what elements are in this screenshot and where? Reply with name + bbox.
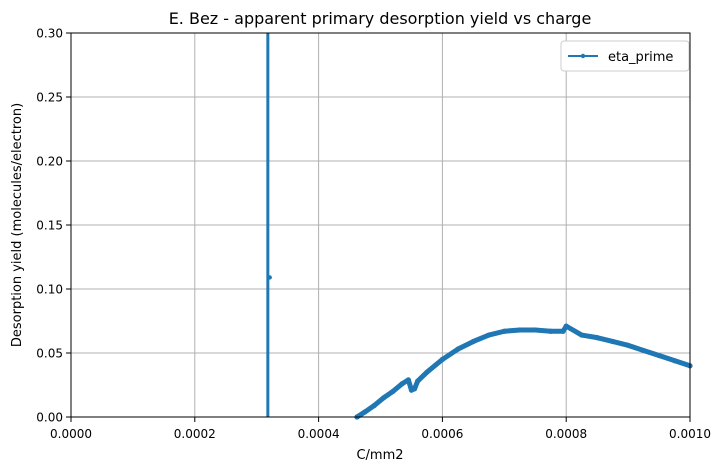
series-point xyxy=(390,388,396,394)
y-tick-label: 0.20 xyxy=(36,155,63,169)
x-tick-label: 0.0008 xyxy=(545,427,587,441)
tick-layer: 0.0000 0.0002 0.0004 0.0006 0.0008 0.0010 0.00… xyxy=(36,27,711,442)
legend-marker-swatch xyxy=(580,53,586,59)
x-axis-label: C/mm2 xyxy=(356,448,403,463)
series-outlier-point xyxy=(267,275,272,280)
x-tick-label: 0.0006 xyxy=(421,427,463,441)
series-point xyxy=(380,395,387,401)
series-point xyxy=(640,347,647,354)
chart-title: E. Bez - apparent primary desorption yie… xyxy=(169,9,592,28)
series-point xyxy=(594,335,600,341)
y-tick-label: 0.15 xyxy=(36,219,63,233)
series-point xyxy=(371,402,377,409)
y-tick-label: 0.25 xyxy=(36,91,63,105)
x-tick-label: 0.0000 xyxy=(50,427,92,441)
series-point xyxy=(399,381,405,387)
series-point xyxy=(486,332,492,338)
legend: eta_prime xyxy=(560,40,690,72)
legend-box xyxy=(560,40,690,72)
series-point xyxy=(671,358,678,364)
y-tick-label: 0.05 xyxy=(36,347,63,361)
y-axis-label: Desorption yield (molecules/electron) xyxy=(10,103,25,347)
series-point xyxy=(656,352,662,359)
y-tick-label: 0.10 xyxy=(36,283,63,297)
x-tick-label: 0.0010 xyxy=(669,427,711,441)
series-point xyxy=(501,328,507,334)
y-tick-label: 0.30 xyxy=(36,27,63,41)
series-point xyxy=(405,377,411,383)
series-point xyxy=(424,369,430,375)
grid-layer xyxy=(71,33,690,417)
series-point xyxy=(625,342,631,348)
y-tick-label: 0.00 xyxy=(36,411,63,425)
series-point xyxy=(548,328,554,334)
series-point xyxy=(470,338,476,345)
legend-label-eta-prime: eta_prime xyxy=(608,50,673,65)
data-layer xyxy=(266,33,693,420)
series-point xyxy=(610,338,616,345)
series-point xyxy=(411,386,418,392)
series-point xyxy=(415,378,421,384)
series-point xyxy=(439,356,445,362)
x-tick-label: 0.0004 xyxy=(298,427,340,441)
series-point xyxy=(563,323,569,329)
series-point xyxy=(362,409,368,415)
series-point xyxy=(455,346,461,352)
x-tick-label: 0.0002 xyxy=(174,427,216,441)
series-point xyxy=(532,327,538,333)
series-point xyxy=(579,332,585,338)
series-point xyxy=(560,328,566,334)
series-point xyxy=(517,327,523,333)
